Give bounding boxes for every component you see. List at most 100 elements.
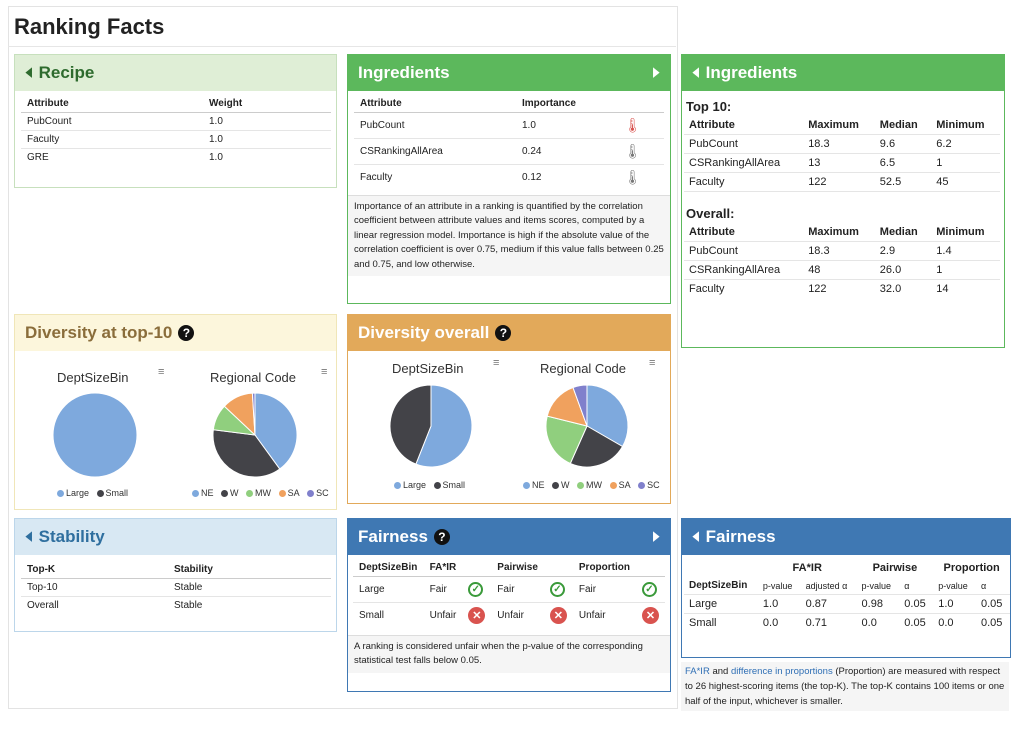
col-header: FA*IR	[423, 559, 463, 577]
diversity-overall-panel: Diversity overall ? DeptSizeBin ≡ Region…	[347, 314, 671, 504]
col-header: DeptSizeBin	[684, 577, 758, 595]
arrow-left-icon[interactable]: 🢐	[25, 526, 33, 548]
chart-menu-icon[interactable]: ≡	[158, 366, 165, 378]
cell: 26.0	[874, 260, 932, 280]
cell: PubCount	[684, 134, 804, 154]
diversity-overall-header: Diversity overall ?	[348, 315, 670, 351]
col-header: Median	[874, 116, 932, 135]
col-header: Stability	[168, 561, 331, 579]
col-header: Proportion	[572, 559, 636, 577]
legend-item-large[interactable]: Large	[57, 488, 89, 498]
pie-slice-ne[interactable]	[254, 392, 298, 470]
cross-icon: ✕	[642, 607, 659, 625]
cell: 9.6	[874, 134, 932, 154]
col-header: Maximum	[803, 223, 875, 242]
cell: 52.5	[874, 172, 932, 192]
arrow-right-icon[interactable]: 🢒	[652, 526, 660, 548]
col-header: Importance	[516, 95, 618, 113]
pie-slice-ne[interactable]	[586, 384, 629, 448]
chart-legend: NE W MW SA SC	[523, 480, 665, 490]
cell: 0.98	[856, 594, 900, 614]
thermometer-high-icon: 🌡	[623, 117, 642, 133]
cell: Faculty	[684, 172, 804, 192]
ingredients-detail-header[interactable]: 🢐 Ingredients	[682, 55, 1004, 91]
chart-legend: NE W MW SA SC	[192, 488, 334, 498]
chart-legend: Large Small	[394, 480, 470, 490]
col-header: Maximum	[803, 116, 875, 135]
legend-item-large[interactable]: Large	[394, 480, 426, 490]
legend-item-small[interactable]: Small	[433, 480, 465, 490]
col-header: p-value	[856, 577, 900, 595]
recipe-header[interactable]: 🢐 Recipe	[15, 55, 336, 91]
arrow-left-icon[interactable]: 🢐	[692, 526, 700, 548]
pie-slice-mw[interactable]	[545, 415, 588, 465]
fairness-detail-header[interactable]: 🢐 Fairness	[682, 519, 1010, 555]
chart-menu-icon[interactable]: ≡	[649, 357, 656, 369]
cell: Large	[353, 576, 424, 603]
help-icon[interactable]: ?	[495, 325, 512, 341]
arrow-left-icon[interactable]: 🢐	[25, 62, 33, 84]
table-row: Large 1.0 0.87 0.98 0.05 1.0 0.05	[684, 594, 1010, 614]
chart-menu-icon[interactable]: ≡	[493, 357, 500, 369]
chart-title: DeptSizeBin	[392, 361, 464, 376]
cell: CSRankingAllArea	[684, 153, 804, 173]
pie-slice-sc[interactable]	[572, 384, 588, 427]
cell: Unfair	[578, 610, 606, 622]
difference-in-proportions-link[interactable]: difference in proportions	[730, 666, 833, 677]
check-icon: ✓	[642, 582, 657, 597]
col-group-header: Pairwise	[872, 562, 918, 574]
help-icon[interactable]: ?	[433, 529, 450, 545]
cell: 0.05	[904, 617, 926, 629]
ingredients-detail-title: Ingredients	[705, 63, 798, 82]
diversity-overall-title: Diversity overall	[358, 323, 490, 342]
cell: 1.4	[931, 241, 1000, 261]
table-row: Overall Stable	[21, 597, 331, 615]
cell: 0.05	[899, 594, 934, 614]
stability-table: Top-K Stability Top-10 Stable Overall Stabl…	[21, 561, 331, 614]
arrow-right-icon[interactable]: 🢒	[652, 62, 660, 84]
pie-slice-large[interactable]	[415, 384, 473, 468]
col-header: Minimum	[931, 223, 1000, 242]
col-header: p-value	[757, 577, 801, 595]
diversity-top10-title: Diversity at top-10	[25, 323, 173, 342]
legend-item-sa[interactable]: SA	[609, 480, 631, 490]
legend-item-small[interactable]: Small	[96, 488, 128, 498]
top10-label: Top 10:	[686, 99, 732, 114]
legend-item-ne[interactable]: NE	[523, 480, 545, 490]
legend-item-sa[interactable]: SA	[278, 488, 300, 498]
col-header: α	[899, 577, 934, 595]
table-row: Small Unfair ✕ Unfair ✕ Unfair ✕	[353, 603, 665, 629]
legend-item-sc[interactable]: SC	[307, 488, 329, 498]
title-divider	[8, 46, 676, 47]
chart-menu-icon[interactable]: ≡	[321, 366, 328, 378]
ingredients-panel: Ingredients 🢒 Attribute Importance PubCou…	[347, 54, 671, 304]
col-header: α	[975, 577, 1010, 595]
ingredients-header[interactable]: Ingredients 🢒	[348, 55, 670, 91]
col-header: Median	[874, 223, 932, 242]
pie-slice-w[interactable]	[212, 429, 281, 478]
pie-slice-w[interactable]	[569, 425, 624, 468]
fair-link[interactable]: FA*IR	[685, 666, 710, 677]
legend-item-w[interactable]: W	[552, 480, 570, 490]
help-icon[interactable]: ?	[178, 325, 195, 341]
legend-item-mw[interactable]: MW	[577, 480, 602, 490]
cell: 0.24	[516, 138, 618, 165]
legend-item-mw[interactable]: MW	[246, 488, 271, 498]
col-group-header: Proportion	[943, 562, 1000, 574]
legend-item-ne[interactable]: NE	[192, 488, 214, 498]
col-header: Minimum	[931, 116, 1000, 135]
cell: 0.12	[522, 172, 542, 184]
cell: 1.0	[933, 594, 976, 614]
col-header: Top-K	[21, 561, 168, 579]
stability-header[interactable]: 🢐 Stability	[15, 519, 336, 555]
pie-slice-sc[interactable]	[251, 392, 256, 436]
arrow-left-icon[interactable]: 🢐	[692, 62, 700, 84]
fairness-header[interactable]: Fairness ? 🢒	[348, 519, 670, 555]
pie-slice-large[interactable]	[52, 392, 138, 478]
pie-slice-small[interactable]	[389, 384, 432, 465]
legend-item-w[interactable]: W	[221, 488, 239, 498]
ingredients-title: Ingredients	[358, 63, 450, 82]
cell: Stable	[174, 600, 203, 611]
cell: Stable	[168, 578, 331, 597]
legend-item-sc[interactable]: SC	[638, 480, 660, 490]
